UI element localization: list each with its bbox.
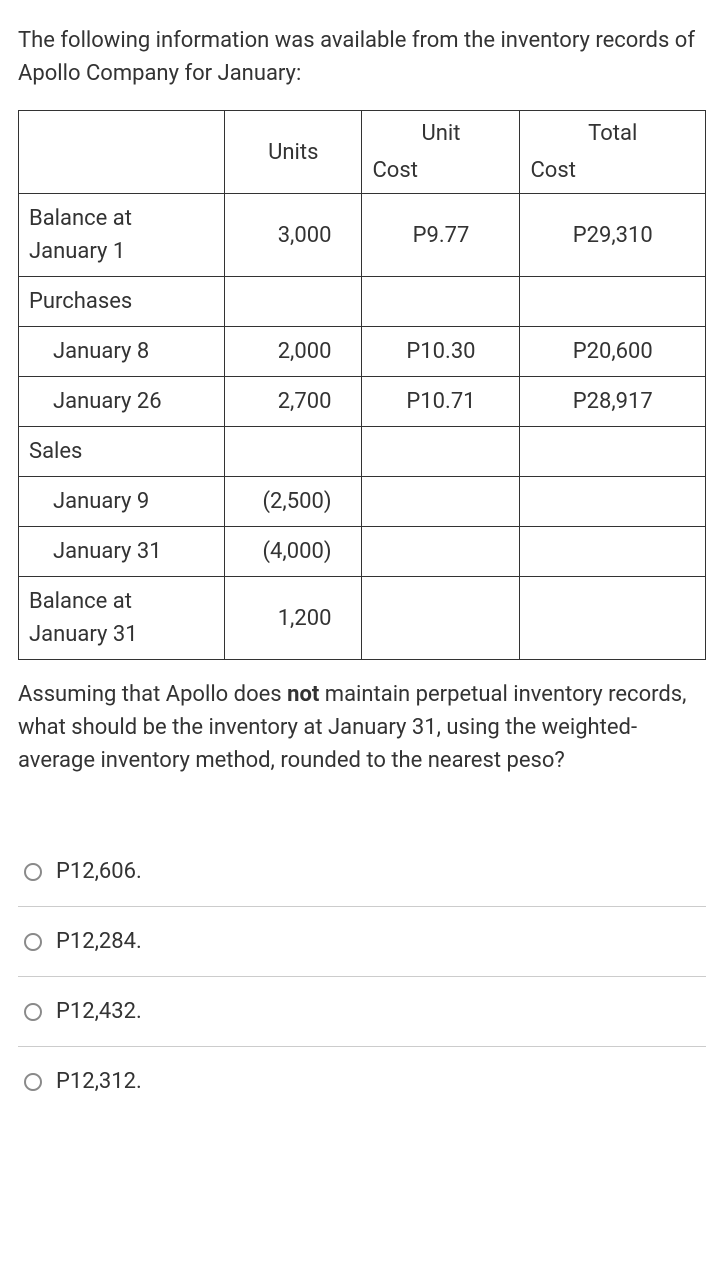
radio-icon[interactable]: [24, 933, 42, 951]
row-label: January 31: [19, 527, 225, 577]
header-units: Units: [225, 111, 362, 194]
radio-icon[interactable]: [24, 1003, 42, 1021]
row-label: January 9: [19, 477, 225, 527]
option-label: P12,284.: [56, 925, 142, 958]
row-unit-cost: [362, 527, 520, 577]
option-label: P12,432.: [56, 995, 142, 1028]
row-label: Purchases: [19, 277, 225, 327]
header-blank: [19, 111, 225, 194]
option-label: P12,606.: [56, 855, 142, 888]
row-units: (2,500): [225, 477, 362, 527]
row-units: [225, 277, 362, 327]
row-unit-cost: P9.77: [362, 194, 520, 277]
table-row: Balance atJanuary 13,000P9.77P29,310: [19, 194, 706, 277]
row-total-cost: [520, 427, 706, 477]
table-header-row: Units Unit Cost Total Cost: [19, 111, 706, 194]
table-row: Sales: [19, 427, 706, 477]
inventory-table: Units Unit Cost Total Cost Balance atJan…: [18, 110, 706, 660]
row-unit-cost: P10.71: [362, 377, 520, 427]
row-label: Balance atJanuary 31: [19, 577, 225, 660]
row-total-cost: [520, 577, 706, 660]
row-units: 2,000: [225, 327, 362, 377]
question-bold: not: [287, 682, 319, 707]
row-total-cost: P20,600: [520, 327, 706, 377]
radio-icon[interactable]: [24, 863, 42, 881]
row-unit-cost: [362, 427, 520, 477]
row-unit-cost: [362, 477, 520, 527]
option-item[interactable]: P12,284.: [18, 907, 706, 977]
row-label: January 26: [19, 377, 225, 427]
option-item[interactable]: P12,606.: [18, 837, 706, 907]
row-units: [225, 427, 362, 477]
table-row: January 82,000P10.30P20,600: [19, 327, 706, 377]
option-label: P12,312.: [56, 1065, 142, 1098]
header-total-cost: Total Cost: [520, 111, 706, 194]
row-units: 1,200: [225, 577, 362, 660]
row-unit-cost: P10.30: [362, 327, 520, 377]
row-units: 2,700: [225, 377, 362, 427]
header-unit-cost-bottom: Cost: [362, 152, 519, 193]
table-row: January 9(2,500): [19, 477, 706, 527]
row-total-cost: [520, 477, 706, 527]
header-total-cost-bottom: Cost: [520, 152, 705, 193]
options-list: P12,606. P12,284. P12,432. P12,312.: [18, 837, 706, 1116]
radio-icon[interactable]: [24, 1073, 42, 1091]
row-total-cost: [520, 527, 706, 577]
row-units: 3,000: [225, 194, 362, 277]
header-unit-cost: Unit Cost: [362, 111, 520, 194]
header-unit-cost-top: Unit: [362, 111, 519, 152]
option-item[interactable]: P12,432.: [18, 977, 706, 1047]
row-total-cost: [520, 277, 706, 327]
row-total-cost: P29,310: [520, 194, 706, 277]
table-row: January 262,700P10.71P28,917: [19, 377, 706, 427]
row-label: January 8: [19, 327, 225, 377]
intro-text: The following information was available …: [18, 24, 706, 90]
row-label: Balance atJanuary 1: [19, 194, 225, 277]
header-total-cost-top: Total: [520, 111, 705, 152]
option-item[interactable]: P12,312.: [18, 1047, 706, 1116]
row-unit-cost: [362, 277, 520, 327]
row-total-cost: P28,917: [520, 377, 706, 427]
table-row: Balance atJanuary 311,200: [19, 577, 706, 660]
row-label: Sales: [19, 427, 225, 477]
table-row: January 31(4,000): [19, 527, 706, 577]
question-text: Assuming that Apollo does not maintain p…: [18, 678, 706, 777]
table-row: Purchases: [19, 277, 706, 327]
row-units: (4,000): [225, 527, 362, 577]
row-unit-cost: [362, 577, 520, 660]
question-prefix: Assuming that Apollo does: [18, 682, 287, 707]
